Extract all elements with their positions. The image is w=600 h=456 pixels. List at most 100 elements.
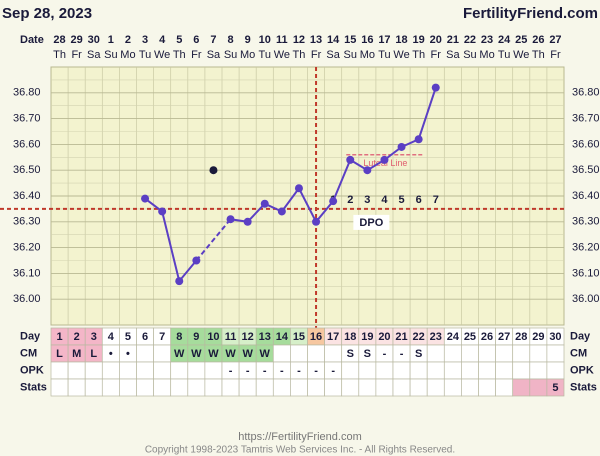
cell <box>221 378 240 397</box>
cell <box>478 378 496 397</box>
cell <box>512 378 531 397</box>
cell <box>546 378 565 397</box>
cell <box>426 361 445 380</box>
y-tick-label: 36.60 <box>13 138 41 150</box>
weekday-label: Sa <box>87 49 101 61</box>
cm-label: W <box>191 348 202 360</box>
weekday-label: Tu <box>259 49 271 61</box>
temperature-point <box>277 207 286 216</box>
temperature-point <box>141 194 150 203</box>
cm-label: L <box>56 348 63 360</box>
days-label: 5 <box>125 331 131 343</box>
dpo-box <box>353 214 390 230</box>
cell <box>392 361 411 380</box>
date-label: 8 <box>227 34 233 46</box>
y-tick-label: 36.70 <box>572 113 600 125</box>
weekday-label: We <box>274 49 290 61</box>
opk-label: - <box>331 365 335 377</box>
opk-label: - <box>297 365 301 377</box>
days-label: 29 <box>532 331 544 343</box>
y-tick-label: 36.30 <box>13 216 41 228</box>
cm-label: S <box>415 348 422 360</box>
date-label: 22 <box>464 34 476 46</box>
cm-label: S <box>364 348 371 360</box>
cell <box>307 344 325 363</box>
days-label: 17 <box>327 331 339 343</box>
site-name: FertilityFriend.com <box>463 5 598 22</box>
cell <box>426 378 445 397</box>
date-label: 25 <box>515 34 527 46</box>
cell <box>272 344 291 363</box>
cell <box>290 344 308 363</box>
weekday-label: Th <box>293 49 306 61</box>
temperature-point <box>431 83 440 92</box>
y-tick-label: 36.00 <box>13 293 41 305</box>
cell <box>170 378 189 397</box>
weekday-label: Th <box>173 49 186 61</box>
date-label: 12 <box>293 34 305 46</box>
dpo-label: 5 <box>398 194 404 206</box>
cell <box>187 361 206 380</box>
weekday-label: Sa <box>446 49 460 61</box>
weekday-label: Mo <box>240 49 255 61</box>
date-label: 28 <box>53 34 65 46</box>
dpo-title: DPO <box>359 217 383 229</box>
weekday-label: We <box>154 49 170 61</box>
weekday-label: Th <box>412 49 425 61</box>
weekday-label: Tu <box>378 49 390 61</box>
temperature-point <box>397 142 406 151</box>
days-label: 14 <box>276 331 289 343</box>
weekday-label: Fr <box>191 49 202 61</box>
cell <box>50 361 69 380</box>
cm-label: W <box>225 348 236 360</box>
date-label: 21 <box>447 34 459 46</box>
cell <box>324 378 343 397</box>
days-label: 10 <box>207 331 219 343</box>
cell <box>461 344 479 363</box>
cell <box>101 361 120 380</box>
days-label: 28 <box>515 331 527 343</box>
y-tick-label: 36.00 <box>572 293 600 305</box>
date-label: 30 <box>88 34 100 46</box>
cell <box>324 344 343 363</box>
cell <box>84 378 103 397</box>
weekday-label: Th <box>53 49 66 61</box>
date-label: 24 <box>498 34 511 46</box>
temperature-point <box>192 256 201 265</box>
weekday-label: Sa <box>326 49 340 61</box>
row-label: Stats <box>20 381 47 393</box>
date-label: 19 <box>413 34 425 46</box>
opk-label: - <box>246 365 250 377</box>
weekday-label: Fr <box>71 49 82 61</box>
cell <box>272 378 291 397</box>
cm-label: L <box>90 348 97 360</box>
cell <box>443 378 462 397</box>
days-label: 8 <box>176 331 182 343</box>
date-label: 4 <box>159 34 166 46</box>
opk-label: - <box>229 365 233 377</box>
y-tick-label: 36.70 <box>13 113 41 125</box>
cell <box>187 378 206 397</box>
temperature-point <box>312 217 321 226</box>
y-tick-label: 36.10 <box>572 267 600 279</box>
y-tick-label: 36.60 <box>572 138 600 150</box>
date-label: 11 <box>276 34 288 46</box>
y-tick-label: 36.80 <box>572 87 600 99</box>
days-label: 12 <box>242 331 254 343</box>
cell <box>409 378 428 397</box>
weekday-label: Sa <box>207 49 221 61</box>
cell <box>136 361 154 380</box>
date-label: 20 <box>430 34 442 46</box>
row-label: Date <box>20 34 44 46</box>
cell <box>67 378 86 397</box>
cell <box>375 361 394 380</box>
days-label: 11 <box>225 331 237 343</box>
weekday-label: Su <box>463 49 476 61</box>
cell <box>426 344 445 363</box>
weekday-label: Th <box>532 49 545 61</box>
days-label: 2 <box>74 331 80 343</box>
cell <box>443 344 462 363</box>
weekday-label: Su <box>344 49 357 61</box>
weekday-label: Fr <box>431 49 442 61</box>
